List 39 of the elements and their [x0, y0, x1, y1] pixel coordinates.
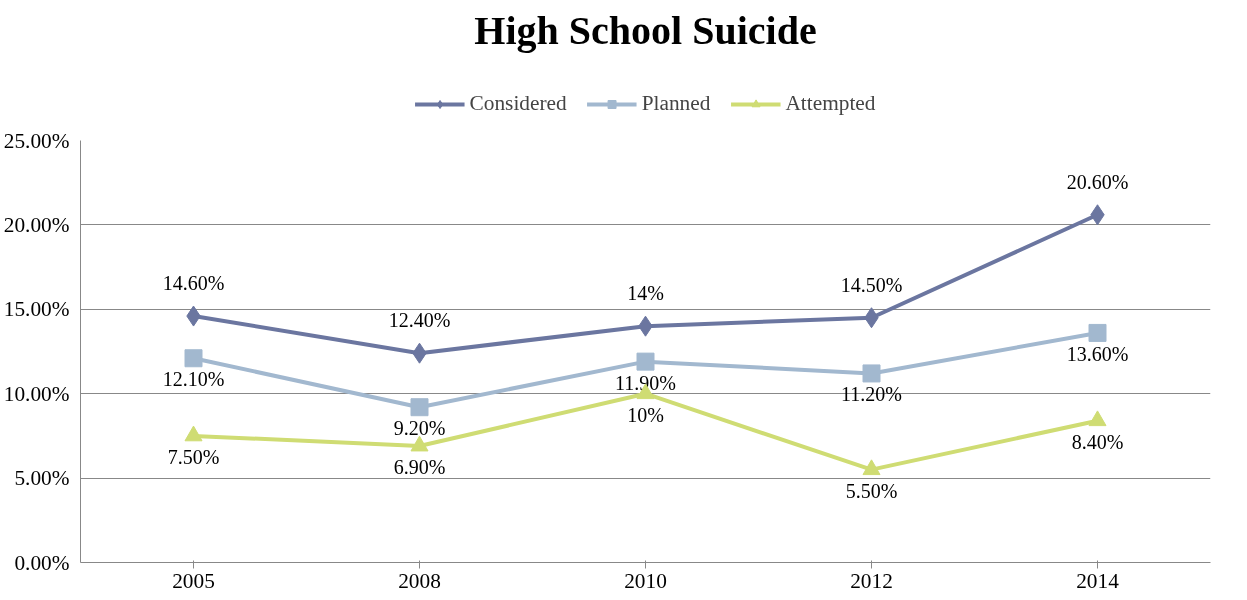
x-tick-label: 2014 [1076, 568, 1120, 593]
legend-label: Considered [469, 91, 567, 116]
data-label: 8.40% [1071, 430, 1124, 453]
point [636, 352, 655, 371]
data-label: 7.50% [167, 445, 220, 468]
point [184, 349, 203, 368]
y-tick-label: 25.00% [3, 128, 70, 153]
data-label: 10% [627, 403, 664, 426]
legend-label: Planned [641, 91, 711, 116]
data-label: 14.50% [840, 273, 903, 296]
point [1088, 410, 1107, 427]
x-tick-label: 2010 [624, 568, 667, 593]
point [862, 364, 881, 383]
data-label: 20.60% [1066, 170, 1129, 193]
y-tick-label: 10.00% [3, 381, 70, 406]
chart-title: High School Suicide [474, 7, 817, 53]
data-label: 13.60% [1066, 342, 1129, 365]
point [410, 435, 429, 452]
y-tick-label: 0.00% [14, 550, 70, 575]
x-tick-label: 2008 [398, 568, 441, 593]
point [410, 398, 429, 417]
data-label: 14.60% [162, 272, 225, 295]
data-label: 11.20% [841, 383, 902, 406]
point [862, 459, 881, 476]
point [1088, 323, 1107, 342]
y-tick-label: 15.00% [3, 297, 70, 322]
data-label: 11.90% [615, 371, 676, 394]
y-tick-label: 5.00% [14, 466, 70, 491]
data-label: 5.50% [845, 479, 898, 502]
data-label: 9.20% [393, 417, 446, 440]
y-tick-label: 20.00% [3, 212, 70, 237]
data-label: 12.10% [162, 368, 225, 391]
data-label: 6.90% [393, 456, 446, 479]
data-label: 14% [627, 282, 664, 305]
legend-label: Attempted [785, 91, 876, 116]
data-label: 12.40% [388, 309, 451, 332]
x-tick-label: 2005 [172, 568, 215, 593]
x-tick-label: 2012 [850, 568, 893, 593]
point [184, 425, 203, 442]
